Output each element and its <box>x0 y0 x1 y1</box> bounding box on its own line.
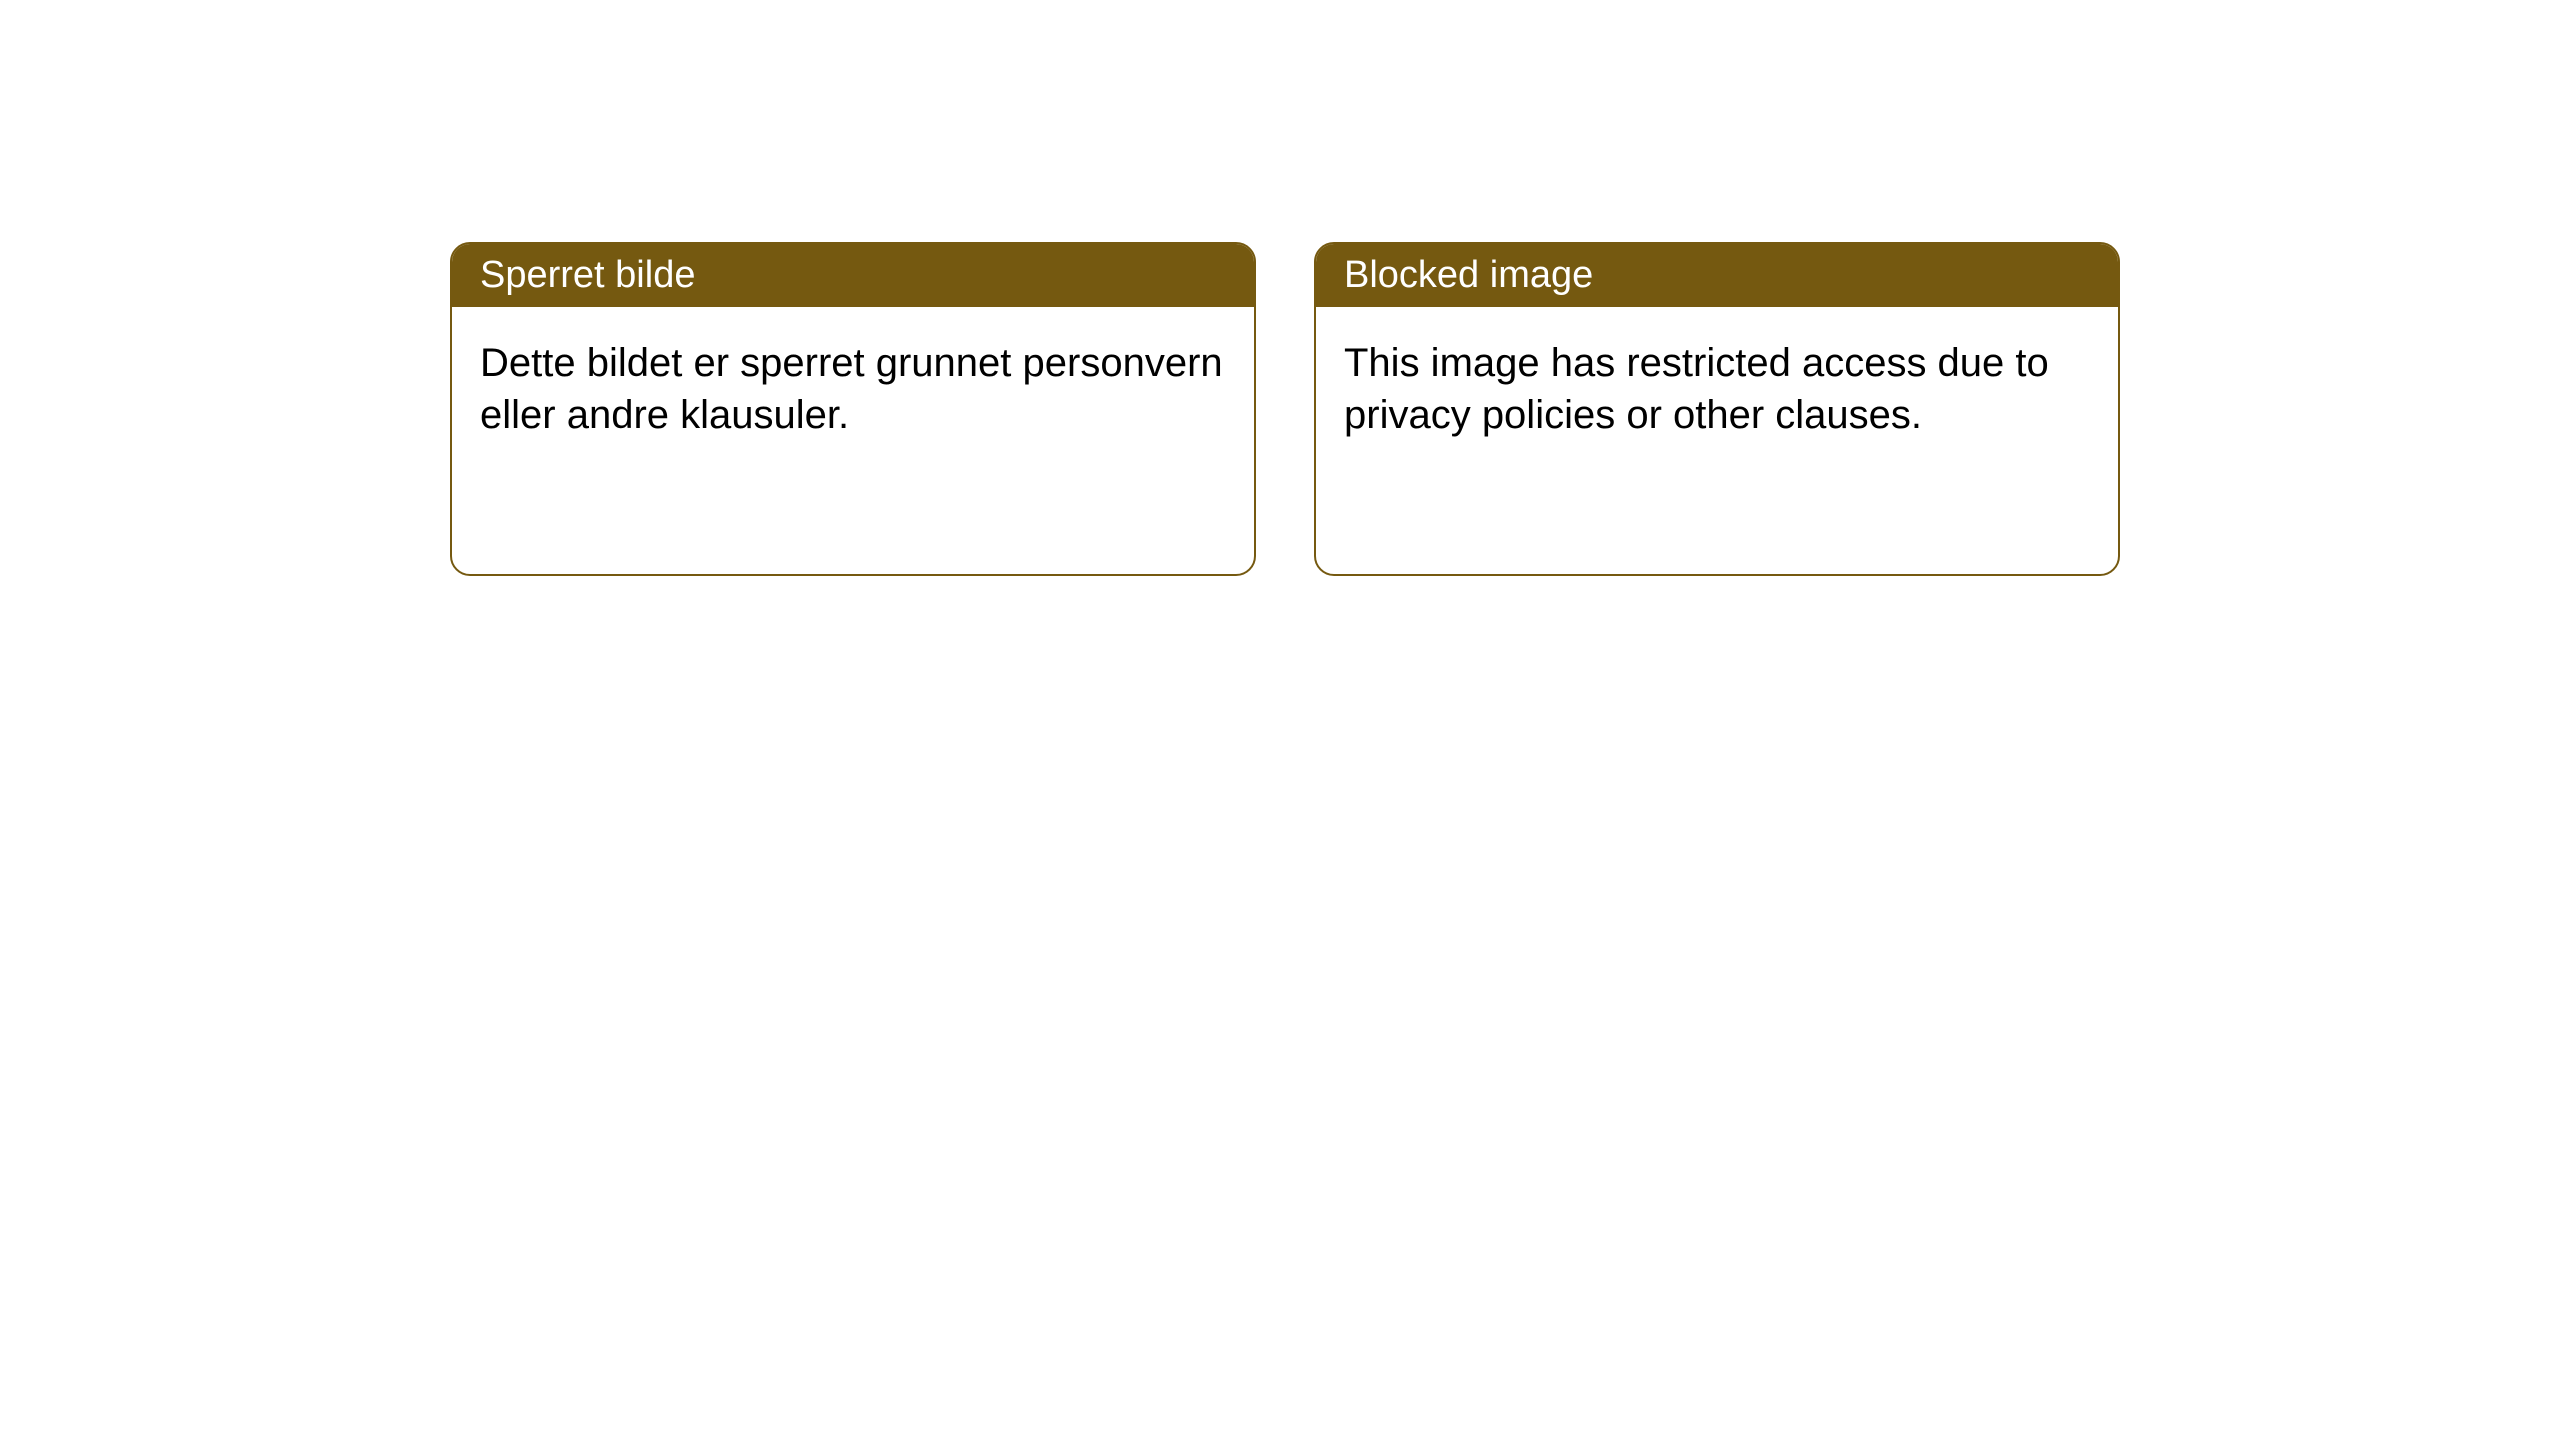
card-header: Sperret bilde <box>452 244 1254 307</box>
card-body: Dette bildet er sperret grunnet personve… <box>452 307 1254 471</box>
card-body: This image has restricted access due to … <box>1316 307 2118 471</box>
card-title: Blocked image <box>1344 254 1593 296</box>
card-english: Blocked image This image has restricted … <box>1314 242 2120 576</box>
card-title: Sperret bilde <box>480 254 695 296</box>
card-body-text: Dette bildet er sperret grunnet personve… <box>480 341 1223 437</box>
card-header: Blocked image <box>1316 244 2118 307</box>
card-body-text: This image has restricted access due to … <box>1344 341 2049 437</box>
card-norwegian: Sperret bilde Dette bildet er sperret gr… <box>450 242 1256 576</box>
cards-container: Sperret bilde Dette bildet er sperret gr… <box>450 242 2560 576</box>
